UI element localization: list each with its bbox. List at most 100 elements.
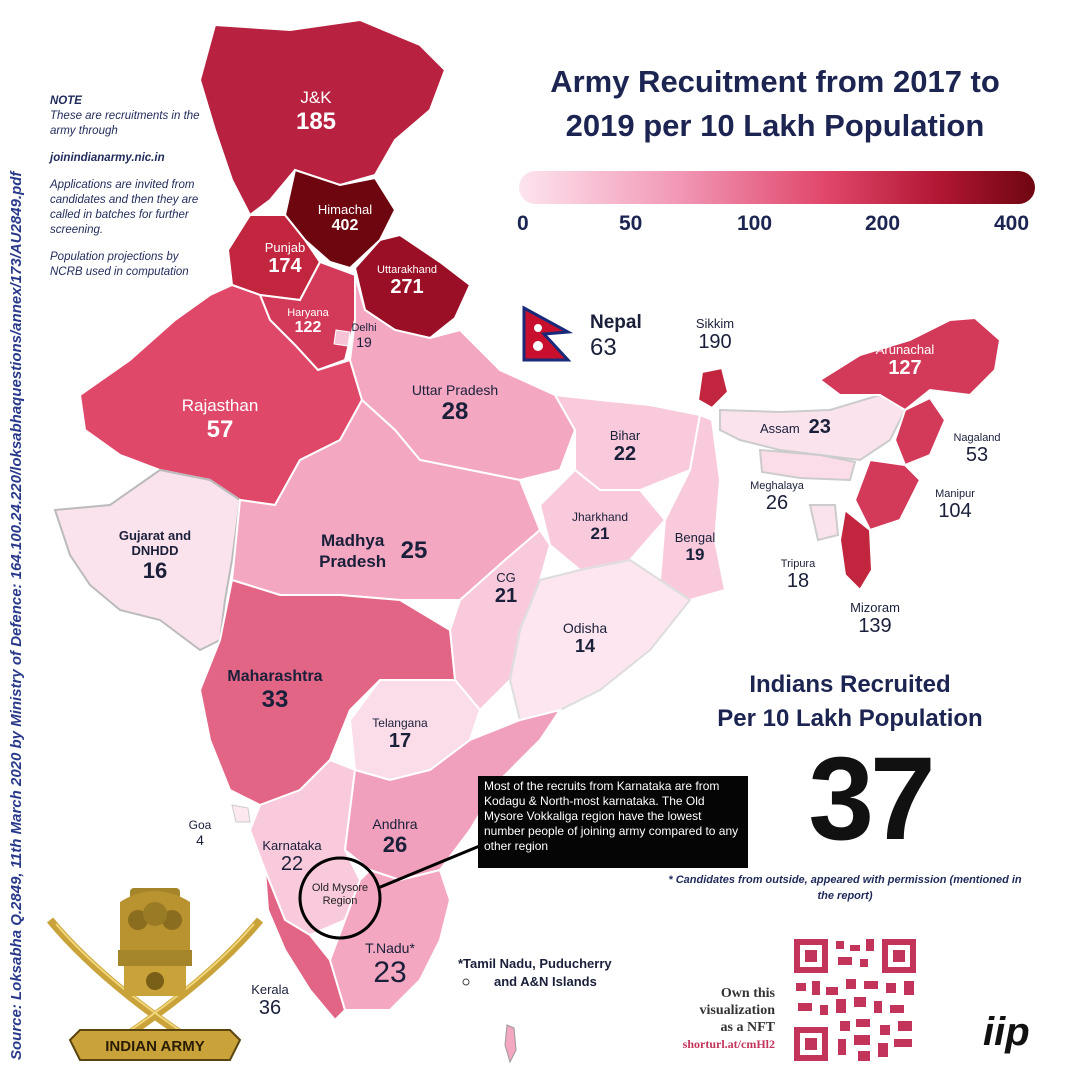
region-tripura — [808, 504, 840, 542]
region-name: Nepal — [590, 312, 642, 333]
region-value: 19 — [356, 334, 372, 350]
region-name: Tripura — [780, 558, 816, 570]
region-value: 402 — [331, 217, 359, 234]
region-value: 25 — [400, 537, 428, 564]
label-punjab: Punjab 174 — [250, 240, 320, 278]
region-maharashtra — [198, 578, 457, 807]
label-goa: Goa 4 — [180, 818, 220, 848]
brand-logo: iip — [983, 1010, 1030, 1054]
tn-note-line2: and A&N Islands — [494, 974, 597, 989]
total-title-line2: Per 10 Lakh Population — [717, 705, 983, 732]
label-cg: CG 21 — [484, 570, 528, 608]
label-tnadu: T.Nadu* 23 — [350, 940, 430, 990]
legend-tick: 0 — [517, 212, 529, 235]
note-block: NOTE These are recruitments in the army … — [50, 94, 210, 292]
region-name: J&K — [300, 88, 332, 107]
title-line2: 2019 per 10 Lakh Population — [565, 108, 985, 143]
nft-url[interactable]: shorturl.at/cmHl2 — [682, 1037, 775, 1051]
region-arunachal — [818, 316, 1002, 412]
region-value: 17 — [388, 730, 412, 752]
region-assam — [719, 393, 907, 462]
page-title: Army Recuitment from 2017 to 2019 per 10… — [490, 60, 1060, 148]
region-name: Bengal — [674, 530, 716, 545]
callout-pointer — [377, 843, 483, 890]
region-value: 139 — [858, 615, 892, 637]
region-sikkim — [696, 366, 730, 410]
nft-line3: as a NFT — [720, 1020, 775, 1035]
region-up — [348, 274, 577, 482]
region-name: T.Nadu* — [365, 940, 415, 956]
region-name: Meghalaya — [750, 480, 804, 492]
label-bengal: Bengal 19 — [660, 530, 730, 565]
label-odisha: Odisha 14 — [545, 620, 625, 657]
label-meghalaya: Meghalaya 26 — [737, 480, 817, 515]
region-name: Punjab — [264, 240, 306, 255]
title-line1: Army Recuitment from 2017 to — [550, 64, 1000, 99]
label-assam: Assam 23 — [760, 416, 890, 439]
indian-army-emblem-icon: INDIAN ARMY — [46, 888, 264, 1061]
region-name: Madhya Pradesh — [319, 531, 387, 571]
region-value: 4 — [196, 832, 204, 848]
total-value: 37 — [808, 733, 935, 865]
region-jk — [198, 18, 447, 217]
region-value: 190 — [698, 331, 732, 353]
tn-note: *Tamil Nadu, Puducherry and A&N Islands — [458, 955, 612, 991]
region-name: Kerala — [251, 982, 289, 997]
region-value: 174 — [268, 255, 302, 277]
label-karnataka: Karnataka 22 — [247, 838, 337, 876]
note-line3: Population projections by NCRB used in c… — [50, 251, 189, 278]
region-value: 271 — [390, 276, 424, 298]
label-sikkim: Sikkim 190 — [685, 316, 745, 354]
region-value: 22 — [613, 443, 637, 465]
region-name: Mizoram — [850, 600, 900, 615]
label-bihar: Bihar 22 — [590, 428, 660, 466]
callout-box: Most of the recruits from Karnataka are … — [478, 776, 748, 868]
label-tripura: Tripura 18 — [768, 558, 828, 593]
region-name: Himachal — [317, 202, 373, 217]
source-text: Source: Loksabha Q.2849, 11th March 2020… — [8, 171, 25, 1060]
label-delhi: Delhi 19 — [342, 322, 386, 350]
label-arunachal: Arunachal 127 — [855, 342, 955, 380]
region-value: 14 — [574, 636, 596, 656]
region-name: Goa — [188, 818, 212, 832]
legend-tick: 100 — [737, 212, 773, 235]
qr-code-icon[interactable] — [790, 935, 920, 1065]
region-value: 26 — [382, 832, 408, 857]
nft-line2: visualization — [699, 1003, 775, 1018]
region-name: Bihar — [609, 428, 641, 443]
note-line2: Applications are invited from candidates… — [50, 179, 199, 236]
region-name: Andhra — [372, 816, 418, 832]
region-gujarat — [53, 468, 242, 652]
region-meghalaya — [758, 448, 857, 482]
region-name: CG — [496, 570, 516, 585]
note-line1: These are recruitments in the army throu… — [50, 110, 200, 137]
region-name: Rajasthan — [181, 396, 259, 415]
region-bihar — [553, 393, 702, 491]
region-islands — [504, 1024, 517, 1064]
label-mizoram: Mizoram 139 — [835, 600, 915, 638]
emblem-label: INDIAN ARMY — [105, 1038, 204, 1055]
region-value: 53 — [965, 444, 989, 466]
region-value: 23 — [808, 416, 831, 438]
region-value: 104 — [938, 500, 972, 522]
region-name: Odisha — [562, 620, 608, 636]
label-rajasthan: Rajasthan 57 — [155, 396, 285, 444]
region-name: Maharashtra — [227, 668, 323, 685]
region-value: 16 — [142, 558, 168, 583]
region-kerala — [264, 869, 347, 1022]
region-name: Assam — [760, 421, 800, 436]
region-name: Arunachal — [875, 342, 935, 357]
footnote: * Candidates from outside, appeared with… — [668, 874, 1022, 902]
region-name: Uttarakhand — [377, 264, 437, 276]
region-name: Karnataka — [262, 838, 322, 853]
region-value: 33 — [261, 686, 289, 713]
label-nagaland: Nagaland 53 — [945, 432, 1009, 467]
region-value: 185 — [295, 108, 337, 135]
legend-color-bar — [519, 171, 1035, 204]
label-telangana: Telangana 17 — [360, 716, 440, 753]
region-name: Sikkim — [695, 316, 735, 331]
total-title: Indians Recruited Per 10 Lakh Population — [680, 668, 1020, 736]
region-mizoram — [838, 508, 874, 592]
label-jharkhand: Jharkhand 21 — [560, 510, 640, 544]
